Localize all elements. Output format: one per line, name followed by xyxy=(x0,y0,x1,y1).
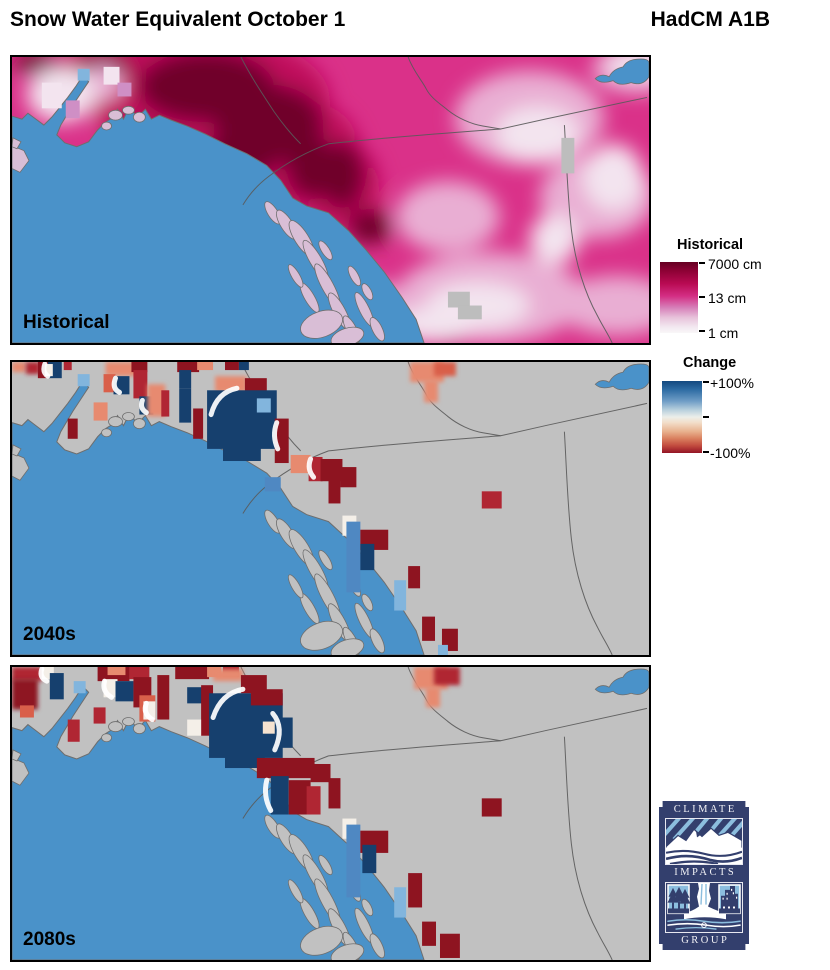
cig-logo: CLIMATE IMPACTS xyxy=(659,801,749,950)
logo-city-scene xyxy=(665,881,743,933)
map-2040s xyxy=(12,362,649,655)
map-2080s xyxy=(12,667,649,960)
logo-word-group: GROUP xyxy=(681,934,730,946)
legend-label-min: 1 cm xyxy=(708,325,739,341)
historical-map xyxy=(12,57,649,343)
historical-colorbar xyxy=(660,262,698,333)
colorbar-tick xyxy=(703,381,709,383)
panel-label-2080s: 2080s xyxy=(23,929,76,950)
legend-label-minus: -100% xyxy=(710,445,751,461)
colorbar-tick xyxy=(699,262,705,264)
legend-label-plus: +100% xyxy=(710,375,754,391)
map-panel-historical: Historical xyxy=(10,55,651,345)
legend-change-title: Change xyxy=(683,355,737,371)
legend-label-max: 7000 cm xyxy=(708,256,762,272)
panel-label-historical: Historical xyxy=(23,312,110,333)
map-panel-2080s: 2080s xyxy=(10,665,651,962)
colorbar-tick xyxy=(699,330,705,332)
panel-label-2040s: 2040s xyxy=(23,624,76,645)
legend-historical-title: Historical xyxy=(677,237,744,253)
logo-word-climate: CLIMATE xyxy=(673,804,737,815)
logo-word-impacts: IMPACTS xyxy=(674,867,737,879)
colorbar-tick xyxy=(703,416,709,418)
legend-label-mid: 13 cm xyxy=(708,290,747,306)
colorbar-tick xyxy=(699,296,705,298)
colorbar-tick xyxy=(703,451,709,453)
figure-title: Snow Water Equivalent October 1 xyxy=(10,8,346,31)
logo-mountain-scene xyxy=(665,818,743,866)
change-colorbar xyxy=(662,381,702,453)
map-panel-2040s: 2040s xyxy=(10,360,651,657)
model-scenario-label: HadCM A1B xyxy=(650,8,770,31)
